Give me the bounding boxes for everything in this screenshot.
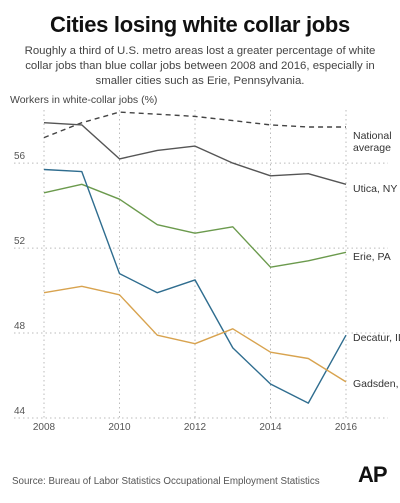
series-line-decatur-il xyxy=(43,168,347,404)
series-line-utica-ny xyxy=(43,122,347,185)
x-tick-label: 2014 xyxy=(259,422,282,433)
chart-title: Cities losing white collar jobs xyxy=(50,12,350,37)
series-label: Decatur, IL xyxy=(353,332,400,344)
y-tick-label: 44 xyxy=(14,406,26,417)
series-line-gadsden-al xyxy=(43,285,347,383)
series-label: Erie, PA xyxy=(353,251,391,263)
series-label: National xyxy=(353,130,392,142)
series-line-national-average xyxy=(43,111,346,139)
ap-logo: AP xyxy=(358,462,388,487)
x-tick-label: 2010 xyxy=(108,422,131,433)
series-label: Gadsden, AL xyxy=(353,378,400,390)
chart-subtitle: Roughly a third of U.S. metro areas lost… xyxy=(24,45,376,87)
y-tick-label: 52 xyxy=(14,236,26,247)
source-note: Source: Bureau of Labor Statistics Occup… xyxy=(12,476,320,487)
x-tick-label: 2008 xyxy=(33,422,56,433)
y-axis-label: Workers in white-collar jobs (%) xyxy=(10,94,158,106)
x-tick-label: 2016 xyxy=(335,422,358,433)
y-tick-label: 56 xyxy=(14,151,26,162)
y-tick-label: 48 xyxy=(14,321,26,332)
series-label: average xyxy=(353,142,391,154)
series-line-erie-pa xyxy=(43,183,347,268)
x-tick-label: 2012 xyxy=(184,422,207,433)
series-label: Utica, NY xyxy=(353,183,397,195)
